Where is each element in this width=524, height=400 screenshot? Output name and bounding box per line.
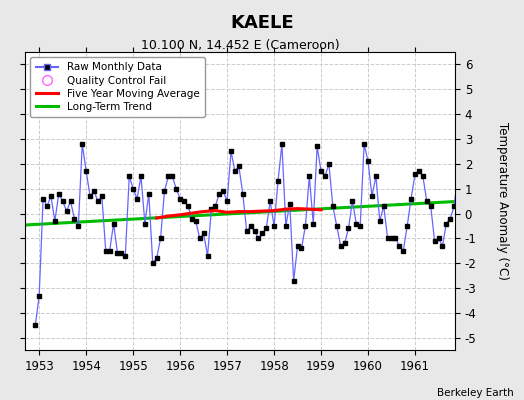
Raw Monthly Data (471, 219, 477, 224)
Five Year Moving Average (154, 216, 160, 220)
Five Year Moving Average (189, 211, 195, 216)
Raw Monthly Data (32, 323, 38, 328)
Title: 10.100 N, 14.452 E (Cameroon): 10.100 N, 14.452 E (Cameroon) (141, 39, 340, 52)
Raw Monthly Data (349, 199, 355, 204)
Five Year Moving Average (177, 212, 183, 217)
Five Year Moving Average (294, 206, 301, 211)
Five Year Moving Average (201, 209, 207, 214)
Five Year Moving Average (259, 209, 266, 214)
Y-axis label: Temperature Anomaly (°C): Temperature Anomaly (°C) (496, 122, 509, 280)
Five Year Moving Average (224, 210, 230, 215)
Five Year Moving Average (271, 208, 277, 213)
Raw Monthly Data (502, 132, 508, 136)
Line: Raw Monthly Data: Raw Monthly Data (35, 134, 505, 326)
Raw Monthly Data (326, 162, 332, 166)
Five Year Moving Average (282, 207, 289, 212)
Raw Monthly Data (79, 142, 85, 146)
Five Year Moving Average (247, 209, 254, 214)
Text: Berkeley Earth: Berkeley Earth (437, 388, 514, 398)
Five Year Moving Average (318, 208, 324, 212)
Five Year Moving Average (212, 208, 219, 213)
Raw Monthly Data (232, 169, 238, 174)
Text: KAELE: KAELE (230, 14, 294, 32)
Five Year Moving Average (236, 209, 242, 214)
Line: Five Year Moving Average: Five Year Moving Average (157, 208, 321, 218)
Five Year Moving Average (306, 207, 312, 212)
Raw Monthly Data (142, 221, 148, 226)
Legend: Raw Monthly Data, Quality Control Fail, Five Year Moving Average, Long-Term Tren: Raw Monthly Data, Quality Control Fail, … (30, 57, 205, 117)
Five Year Moving Average (165, 214, 171, 218)
